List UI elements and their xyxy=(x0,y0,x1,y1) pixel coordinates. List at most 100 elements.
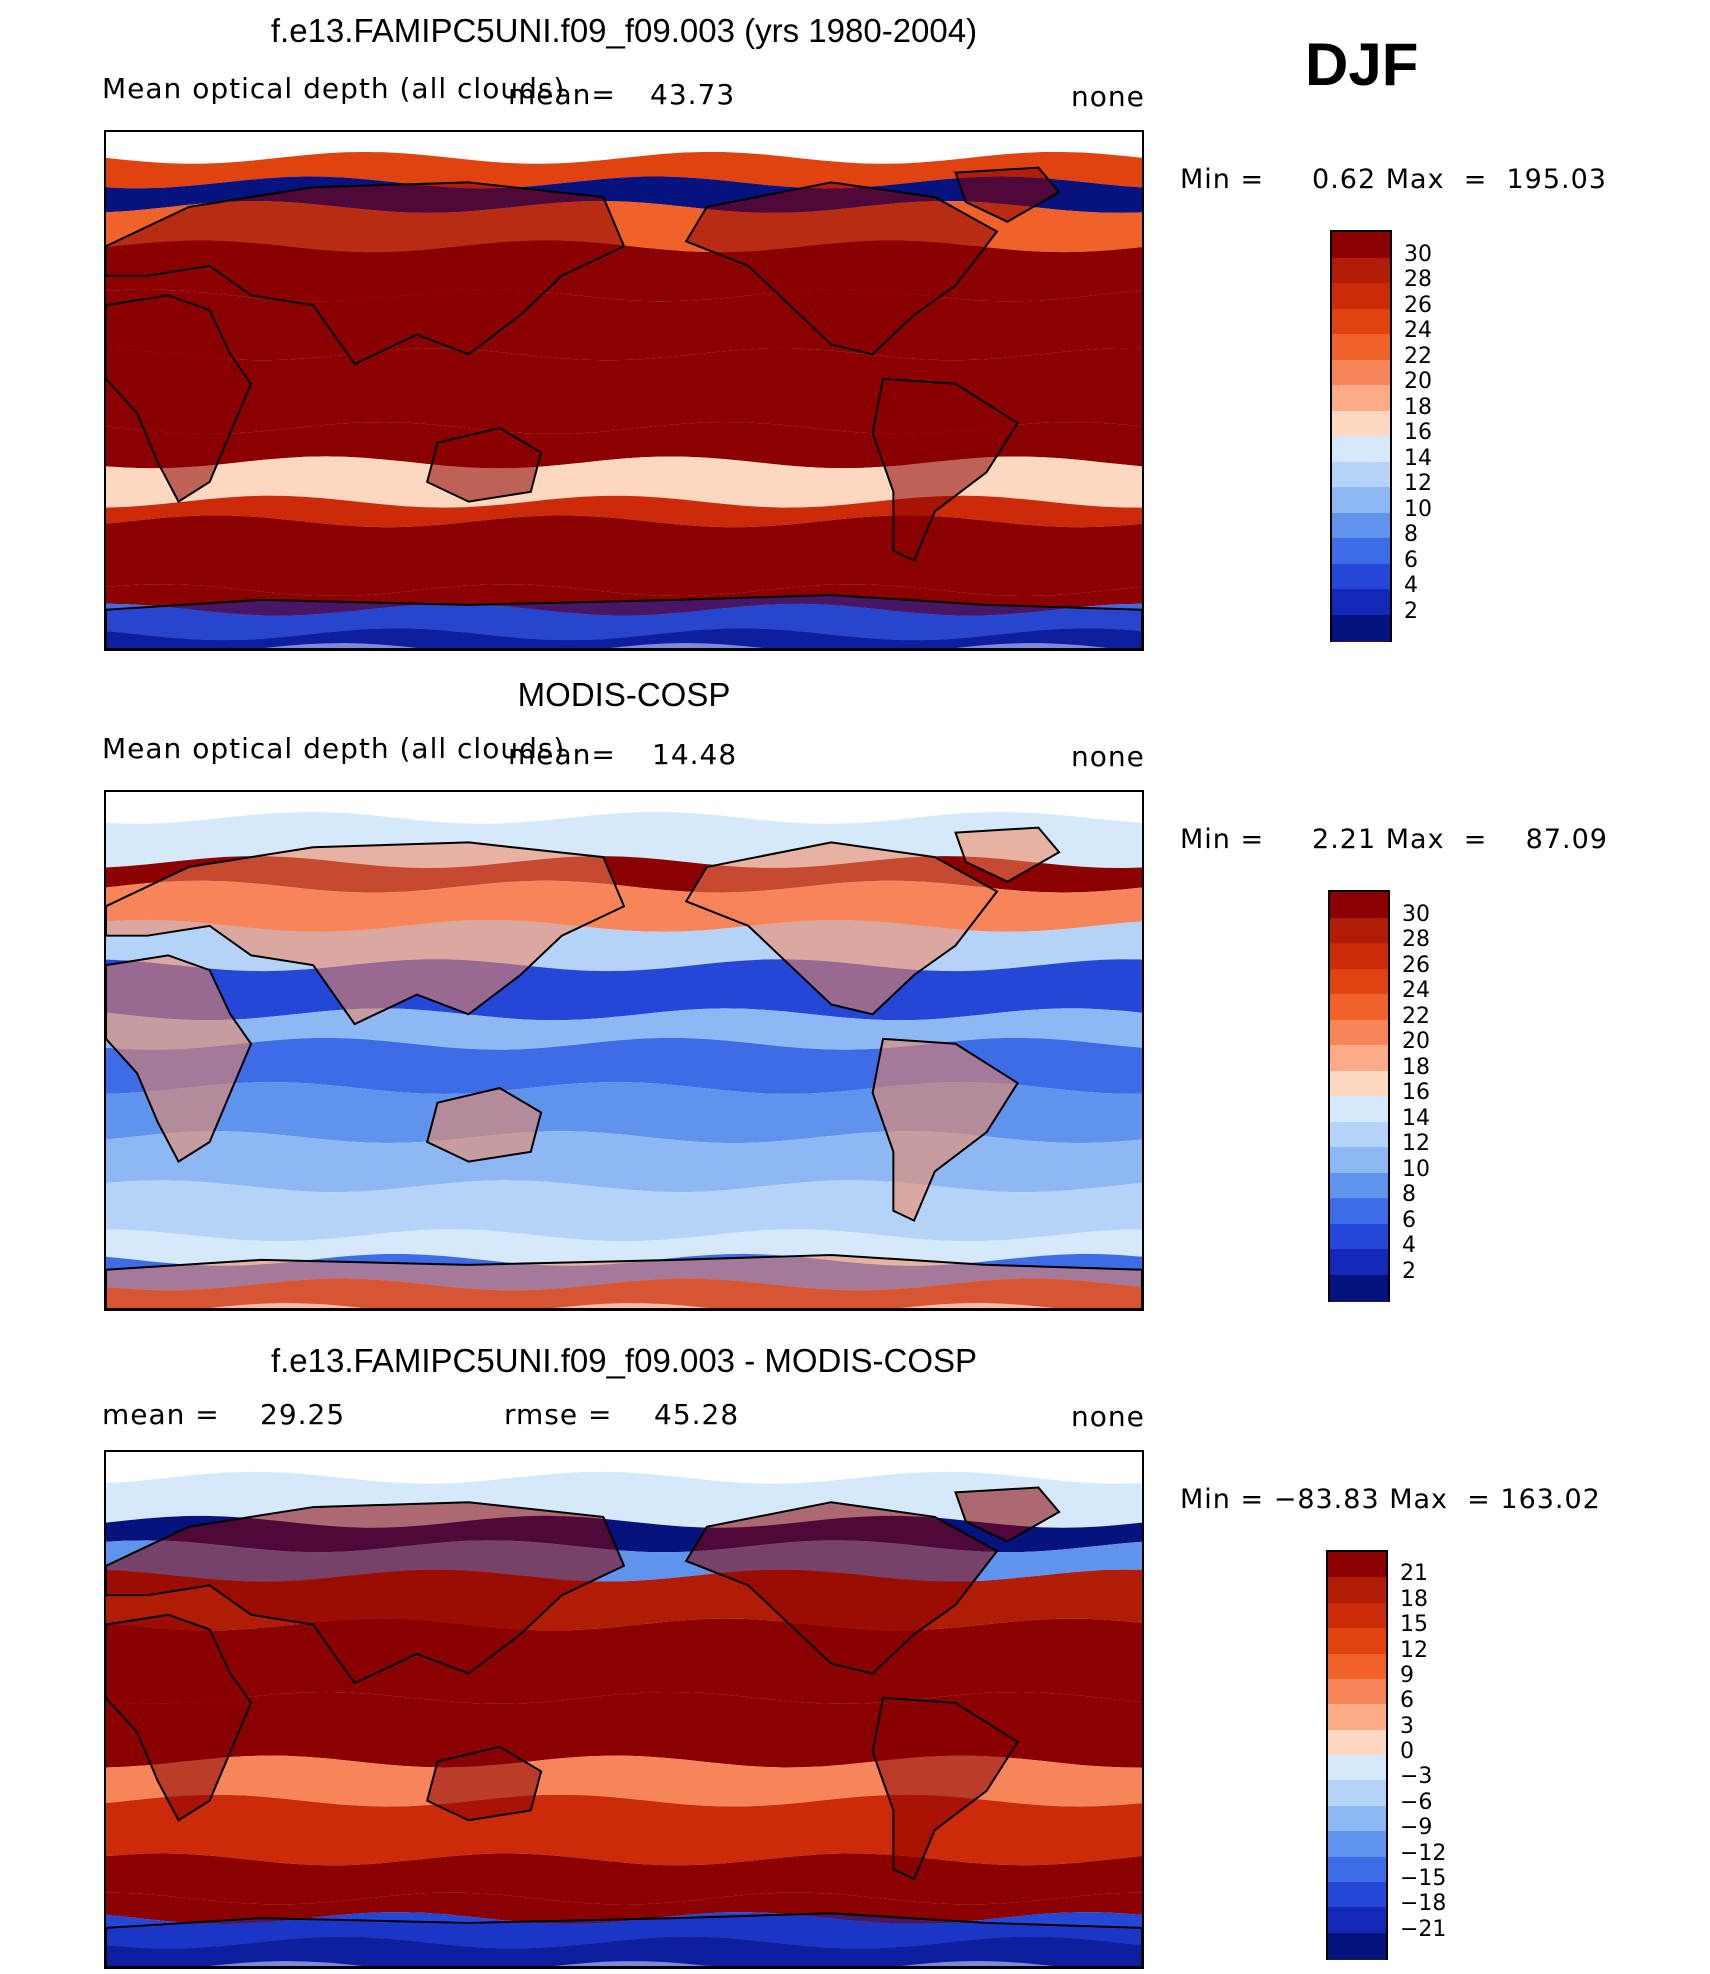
colorbar-swatch xyxy=(1328,1856,1386,1884)
colorbar-swatch xyxy=(1330,1019,1388,1047)
coastline-africa xyxy=(106,954,253,1164)
colorbar-swatch xyxy=(1332,359,1390,387)
colorbar-tick-label: 26 xyxy=(1402,952,1430,978)
colorbar-tick-label: 6 xyxy=(1400,1688,1414,1714)
colorbar-swatch xyxy=(1332,410,1390,438)
panel-3-units-label: none xyxy=(1071,1400,1145,1433)
colorbar-tick-label: 9 xyxy=(1400,1662,1414,1688)
colorbar-tick-label: 22 xyxy=(1402,1003,1430,1029)
panel-1-map xyxy=(104,130,1144,651)
colorbar-swatch xyxy=(1332,283,1390,310)
colorbar-swatch xyxy=(1330,1274,1388,1302)
colorbar-swatch xyxy=(1328,1678,1386,1706)
colorbar-tick-label: 14 xyxy=(1402,1105,1430,1131)
colorbar-tick-label: 14 xyxy=(1404,445,1432,471)
colorbar-swatch xyxy=(1330,943,1388,970)
colorbar-tick-label: −3 xyxy=(1400,1764,1433,1790)
colorbar-swatch xyxy=(1332,334,1390,361)
colorbar-tick-label: 2 xyxy=(1404,598,1418,624)
colorbar-tick-label: 8 xyxy=(1404,522,1418,547)
colorbar-tick-label: 28 xyxy=(1404,267,1432,292)
panel-3-mean-value: 29.25 xyxy=(260,1398,346,1431)
panel-1-minmax: Min = 0.62 Max = 195.03 xyxy=(1180,164,1607,195)
colorbar-swatch xyxy=(1328,1755,1386,1782)
panel-3-rmse-value: 45.28 xyxy=(654,1398,740,1431)
colorbar-tick-label: 10 xyxy=(1402,1156,1430,1182)
colorbar-tick-label: −6 xyxy=(1400,1789,1433,1815)
coastline-samerica xyxy=(871,1696,1020,1881)
colorbar-swatch xyxy=(1332,461,1390,489)
colorbar-tick-label: 6 xyxy=(1404,547,1418,573)
colorbar-swatch xyxy=(1332,257,1390,285)
panel-2-mean-label: mean= xyxy=(508,738,616,771)
colorbar-tick-label: 30 xyxy=(1404,241,1432,267)
coastlines xyxy=(106,826,1142,1309)
coastlines xyxy=(106,166,1142,649)
coastline-antarctica xyxy=(106,1254,1142,1309)
colorbar-swatch xyxy=(1328,1602,1386,1630)
panel-1-colorbar xyxy=(1330,230,1392,642)
colorbar-swatch xyxy=(1328,1881,1386,1909)
colorbar-swatch xyxy=(1330,1172,1388,1200)
panel-1-title: f.e13.FAMIPC5UNI.f09_f09.003 (yrs 1980-2… xyxy=(270,12,978,49)
coastline-greenland xyxy=(954,1486,1061,1543)
coastline-greenland xyxy=(954,166,1061,223)
colorbar-tick-label: 21 xyxy=(1400,1561,1428,1587)
colorbar-tick-label: 30 xyxy=(1402,901,1430,927)
coastline-samerica xyxy=(871,1037,1020,1222)
colorbar-tick-label: 16 xyxy=(1404,420,1432,445)
colorbar-tick-label: 12 xyxy=(1400,1637,1428,1663)
colorbar-swatch xyxy=(1330,968,1388,996)
colorbar-swatch xyxy=(1328,1552,1386,1579)
colorbar-swatch xyxy=(1330,1249,1388,1276)
colorbar-tick-label: 22 xyxy=(1404,343,1432,369)
coastline-australia xyxy=(425,1745,543,1822)
coastline-australia xyxy=(425,1086,543,1163)
panel-2-map xyxy=(104,790,1144,1311)
colorbar-tick-label: 20 xyxy=(1402,1029,1430,1054)
colorbar-tick-label: 20 xyxy=(1404,369,1432,394)
coastline-namerica xyxy=(684,1501,999,1675)
coastline-australia xyxy=(425,426,543,503)
coastline-eurasia xyxy=(106,1501,626,1685)
colorbar-swatch xyxy=(1330,1121,1388,1149)
colorbar-tick-label: −18 xyxy=(1400,1891,1447,1917)
colorbar-swatch xyxy=(1328,1577,1386,1605)
coastline-antarctica xyxy=(106,1912,1142,1967)
panel-3-map-svg xyxy=(106,1452,1142,1967)
colorbar-swatch xyxy=(1328,1831,1386,1858)
panel-2-colorbar xyxy=(1328,890,1390,1302)
coastline-antarctica xyxy=(106,594,1142,649)
colorbar-tick-label: 3 xyxy=(1400,1713,1414,1739)
panel-2-title: MODIS-COSP xyxy=(517,676,731,713)
colorbar-swatch xyxy=(1328,1932,1386,1960)
colorbar-tick-label: 6 xyxy=(1402,1207,1416,1233)
colorbar-swatch xyxy=(1330,1147,1388,1174)
colorbar-tick-label: 16 xyxy=(1402,1080,1430,1105)
panel-3-title: f.e13.FAMIPC5UNI.f09_f09.003 - MODIS-COS… xyxy=(270,1342,978,1379)
colorbar-swatch xyxy=(1328,1628,1386,1655)
panel-3-rmse-label: rmse = xyxy=(504,1398,613,1431)
colorbar-tick-label: 15 xyxy=(1400,1612,1428,1638)
colorbar-swatch xyxy=(1330,892,1388,919)
colorbar-swatch xyxy=(1332,487,1390,514)
colorbar-swatch xyxy=(1332,589,1390,616)
panel-1-variable-label: Mean optical depth (all clouds) xyxy=(102,72,566,105)
colorbar-swatch xyxy=(1332,232,1390,259)
colorbar-swatch xyxy=(1330,1070,1388,1098)
panel-3-minmax: Min = −83.83 Max = 163.02 xyxy=(1180,1484,1601,1515)
coastlines xyxy=(106,1486,1142,1967)
colorbar-swatch xyxy=(1328,1780,1386,1808)
colorbar-tick-label: 12 xyxy=(1404,471,1432,496)
panel-1-mean-value: 43.73 xyxy=(650,78,736,111)
coastline-greenland xyxy=(954,826,1061,883)
colorbar-tick-label: 8 xyxy=(1402,1182,1416,1207)
colorbar-swatch xyxy=(1330,994,1388,1021)
panel-2-variable-label: Mean optical depth (all clouds) xyxy=(102,732,566,765)
colorbar-tick-label: 4 xyxy=(1404,573,1418,598)
colorbar-swatch xyxy=(1332,308,1390,336)
colorbar-tick-label: 24 xyxy=(1402,978,1430,1003)
colorbar-tick-label: 10 xyxy=(1404,496,1432,522)
colorbar-swatch xyxy=(1330,1045,1388,1072)
panel-3-mean-label: mean = xyxy=(102,1398,220,1431)
